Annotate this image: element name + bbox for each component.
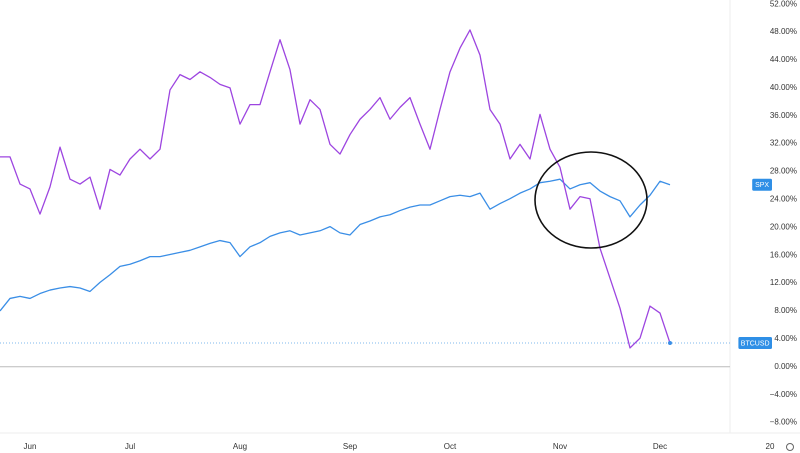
x-tick-label: Dec — [653, 442, 667, 451]
series-tag-label: BTCUSD — [741, 340, 770, 347]
y-tick-label: 4.00% — [774, 334, 797, 343]
series-line — [0, 29, 671, 349]
y-tick-label: 20.00% — [770, 222, 797, 231]
x-tick-label: Aug — [233, 442, 247, 451]
y-tick-label: −4.00% — [770, 390, 797, 399]
y-tick-label: 16.00% — [770, 250, 797, 259]
series-tag — [752, 178, 772, 191]
y-tick-label: 36.00% — [770, 111, 797, 120]
y-tick-label: 12.00% — [770, 278, 797, 287]
x-tick-label: 20 — [766, 442, 775, 451]
settings-icon[interactable] — [786, 443, 794, 451]
x-tick-label: Jun — [24, 442, 37, 451]
x-tick-label: Sep — [343, 442, 358, 451]
y-tick-label: 24.00% — [770, 195, 797, 204]
y-tick-label: 48.00% — [770, 27, 797, 36]
last-point — [668, 341, 672, 346]
series-line — [0, 178, 671, 312]
plot-area — [0, 29, 730, 368]
y-tick-label: 8.00% — [774, 306, 797, 315]
y-tick-label: 32.00% — [770, 139, 797, 148]
series-tag-label: SPX — [755, 182, 769, 189]
y-tick-label: −8.00% — [770, 418, 797, 427]
series-tag — [738, 337, 772, 350]
y-tick-label: 44.00% — [770, 55, 797, 64]
y-tick-label: 52.00% — [770, 0, 797, 8]
annotation-circle — [534, 151, 648, 249]
x-tick-label: Jul — [125, 442, 135, 451]
y-tick-label: 28.00% — [770, 167, 797, 176]
axis: 52.00% 48.00% 44.00% 40.00% 36.00% 32.00% 28.0… — [24, 0, 797, 451]
y-tick-label: 40.00% — [770, 83, 797, 92]
y-tick-label: 0.00% — [774, 362, 797, 371]
x-tick-label: Nov — [553, 442, 567, 451]
x-tick-label: Oct — [444, 442, 457, 451]
